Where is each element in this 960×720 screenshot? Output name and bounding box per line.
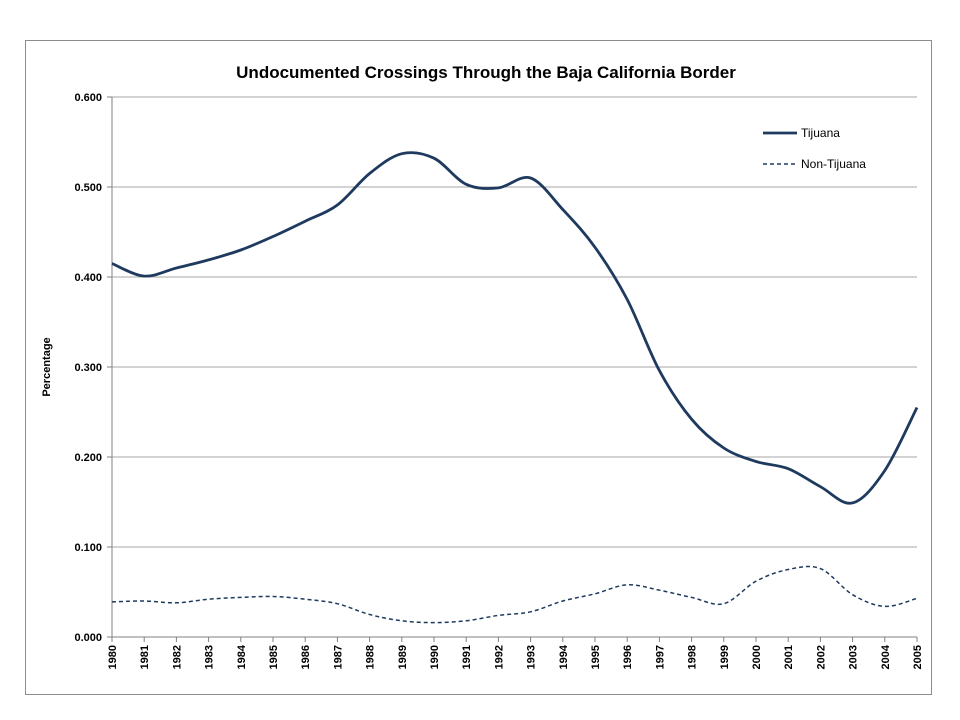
y-tick-label: 0.600 [74, 92, 102, 104]
gridlines [112, 96, 917, 548]
x-tick-label: 2005 [912, 645, 924, 669]
x-tick-label: 1997 [654, 645, 666, 669]
y-tick-label: 0.100 [74, 542, 102, 554]
axes [107, 96, 918, 642]
x-tick-label: 1981 [139, 645, 151, 669]
y-tick-labels: 0.000 0.100 0.200 0.300 0.400 0.500 0.600 [74, 92, 102, 644]
y-tick-label: 0.000 [74, 632, 102, 644]
x-tick-label: 2003 [848, 645, 860, 669]
x-tick-label: 1993 [526, 645, 538, 669]
x-tick-label: 1983 [204, 645, 216, 669]
legend-label: Tijuana [801, 126, 840, 140]
y-tick-label: 0.300 [74, 362, 102, 374]
x-tick-labels: 1980 1981 1982 1983 1984 1985 1986 1987 1988 1989… [107, 644, 924, 669]
x-tick-label: 1986 [300, 645, 312, 669]
y-tick-label: 0.400 [74, 272, 102, 284]
x-tick-label: 1999 [719, 645, 731, 669]
x-tick-label: 2000 [751, 645, 763, 669]
x-tick-label: 1985 [268, 645, 280, 669]
y-tick-label: 0.500 [74, 182, 102, 194]
x-tick-label: 1995 [590, 645, 602, 669]
x-tick-label: 1991 [461, 645, 473, 669]
x-tick-label: 1998 [687, 645, 699, 669]
y-tick-label: 0.200 [74, 452, 102, 464]
x-tick-label: 1990 [429, 645, 441, 669]
x-tick-label: 1996 [622, 645, 634, 669]
legend: Tijuana Non-Tijuana [763, 126, 866, 171]
x-tick-label: 1989 [397, 645, 409, 669]
x-tick-label: 1982 [171, 645, 183, 669]
y-axis-label: Percentage [41, 337, 53, 396]
x-tick-label: 1994 [558, 644, 570, 669]
series-lines [111, 151, 919, 624]
x-tick-label: 1980 [107, 645, 119, 669]
x-tick-label: 2001 [783, 645, 795, 669]
x-tick-label: 1992 [493, 645, 505, 669]
x-tick-label: 1987 [332, 645, 344, 669]
x-tick-label: 2002 [815, 645, 827, 669]
series-line-tijuana [111, 151, 919, 505]
x-tick-label: 2004 [880, 644, 892, 669]
series-line-non-tijuana [111, 565, 918, 624]
chart-title: Undocumented Crossings Through the Baja … [236, 63, 736, 82]
x-tick-label: 1984 [236, 644, 248, 669]
x-tick-label: 1988 [365, 645, 377, 669]
legend-label: Non-Tijuana [801, 157, 866, 171]
